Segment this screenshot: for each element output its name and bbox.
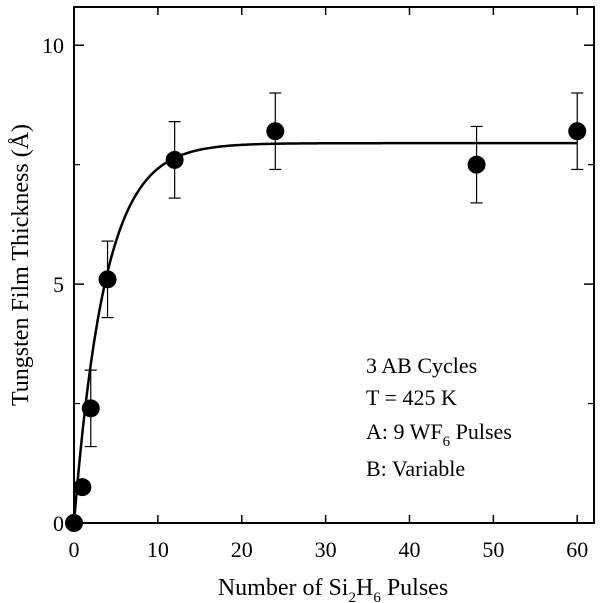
x-axis-label-part-2: H — [356, 575, 373, 601]
x-axis-label-sub-1: 2 — [348, 590, 356, 603]
data-point — [467, 155, 486, 174]
annotation-a-sub: 6 — [443, 434, 451, 450]
data-point — [81, 399, 100, 418]
x-tick-label: 10 — [147, 537, 169, 562]
data-point — [568, 122, 587, 141]
x-axis-label-part-1: Number of Si — [218, 575, 349, 601]
annotation-temperature: T = 425 K — [366, 385, 457, 410]
annotation-a-part-1: A: 9 WF — [366, 419, 443, 444]
x-axis-label-part-3: Pulses — [381, 575, 448, 601]
ticks-layer: 0 10 20 30 40 50 60 0 5 10 — [42, 7, 594, 562]
x-tick-label: 40 — [398, 537, 420, 562]
errorbar-layer — [84, 92, 584, 448]
annotation-a-part-2: Pulses — [450, 419, 512, 444]
data-point — [98, 270, 117, 289]
y-tick-label: 10 — [42, 33, 64, 58]
points-layer — [65, 122, 587, 532]
x-tick-label: 20 — [231, 537, 253, 562]
plot-frame — [73, 6, 595, 524]
data-point — [65, 514, 83, 532]
data-point — [266, 122, 285, 141]
x-tick-label: 50 — [482, 537, 504, 562]
annotation-cycles: 3 AB Cycles — [366, 353, 477, 378]
y-axis-label: Tungsten Film Thickness (Å) — [8, 124, 34, 406]
x-tick-label: 30 — [315, 537, 337, 562]
x-tick-label: 60 — [566, 537, 588, 562]
y-tick-label: 0 — [53, 511, 64, 536]
y-tick-label: 5 — [53, 272, 64, 297]
x-tick-label: 0 — [69, 537, 80, 562]
x-axis-label: Number of Si2H6 Pulses — [218, 575, 448, 603]
x-axis-label-sub-2: 6 — [373, 590, 381, 603]
annotation-a-pulses: A: 9 WF6 Pulses — [366, 419, 512, 450]
data-point — [165, 150, 184, 169]
data-point — [73, 478, 92, 497]
annotation-b-variable: B: Variable — [366, 456, 465, 481]
fit-curve — [72, 141, 578, 524]
